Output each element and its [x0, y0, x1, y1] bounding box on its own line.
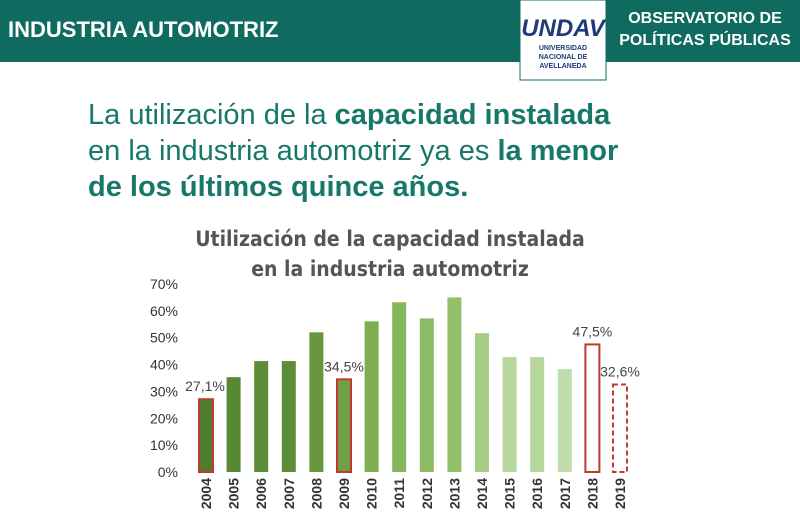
logo-name: UNDAV [521, 15, 607, 42]
bar [198, 398, 214, 473]
header-band [0, 0, 800, 62]
value-label: 34,5% [324, 358, 364, 374]
headline-segment: en la industria automotriz ya es [88, 135, 497, 167]
x-tick-label: 2013 [446, 478, 462, 509]
x-tick-label: 2012 [419, 478, 435, 509]
headline-segment: capacidad instalada [335, 99, 611, 131]
y-tick-label: 10% [150, 437, 178, 453]
x-tick-label: 2004 [198, 478, 214, 509]
bar [584, 343, 601, 473]
bar [364, 321, 379, 472]
bar [530, 357, 545, 472]
x-tick-label: 2016 [529, 478, 545, 509]
x-tick-label: 2014 [474, 478, 490, 509]
y-tick-label: 30% [150, 383, 178, 399]
bar [557, 369, 572, 472]
y-tick-label: 40% [150, 357, 178, 373]
logo-line: UNIVERSIDAD [539, 45, 587, 52]
value-label: 47,5% [573, 323, 613, 339]
x-tick-label: 2006 [253, 478, 269, 509]
x-tick-label: 2010 [364, 478, 380, 509]
value-label: 32,6% [600, 363, 640, 379]
x-tick-label: 2017 [557, 478, 573, 509]
bar [502, 357, 517, 472]
bar [226, 377, 241, 472]
headline-line: en la industria automotriz ya es la meno… [88, 135, 618, 167]
headline-segment: de los últimos quince años. [88, 171, 468, 203]
x-tick-label: 2018 [584, 478, 600, 509]
x-tick-label: 2005 [226, 478, 242, 509]
x-tick-label: 2009 [336, 478, 352, 509]
y-tick-label: 20% [150, 410, 178, 426]
bar [392, 302, 407, 472]
bar [254, 361, 269, 472]
bar [281, 361, 296, 472]
logo-box [519, 0, 607, 81]
headline-line: La utilización de la capacidad instalada [88, 99, 611, 131]
chart-title: Utilización de la capacidad instalada [195, 227, 585, 251]
logo-line: AVELLANEDA [539, 63, 586, 70]
observatory-line: OBSERVATORIO DE [628, 10, 782, 27]
headline-segment: la menor [497, 135, 618, 167]
bar [475, 333, 489, 472]
headline-line: de los últimos quince años. [88, 171, 468, 203]
x-tick-label: 2007 [281, 478, 297, 509]
y-tick-label: 0% [158, 464, 178, 480]
y-tick-label: 50% [150, 330, 178, 346]
x-tick-label: 2019 [612, 478, 628, 509]
y-tick-label: 70% [150, 276, 178, 292]
x-tick-label: 2008 [308, 478, 324, 509]
x-tick-label: 2011 [391, 478, 407, 509]
logo-line: NACIONAL DE [539, 54, 588, 61]
bar [612, 383, 628, 473]
value-label: 27,1% [185, 378, 225, 394]
observatory-line: POLÍTICAS PÚBLICAS [619, 30, 791, 49]
section-title: INDUSTRIA AUTOMOTRIZ [8, 17, 279, 42]
headline-segment: La utilización de la [88, 99, 335, 131]
bar [419, 318, 434, 472]
y-tick-label: 60% [150, 303, 178, 319]
chart-title: en la industria automotriz [251, 257, 529, 281]
bar [447, 297, 462, 472]
bar [336, 378, 352, 474]
bar [309, 332, 324, 472]
x-tick-label: 2015 [502, 478, 518, 509]
